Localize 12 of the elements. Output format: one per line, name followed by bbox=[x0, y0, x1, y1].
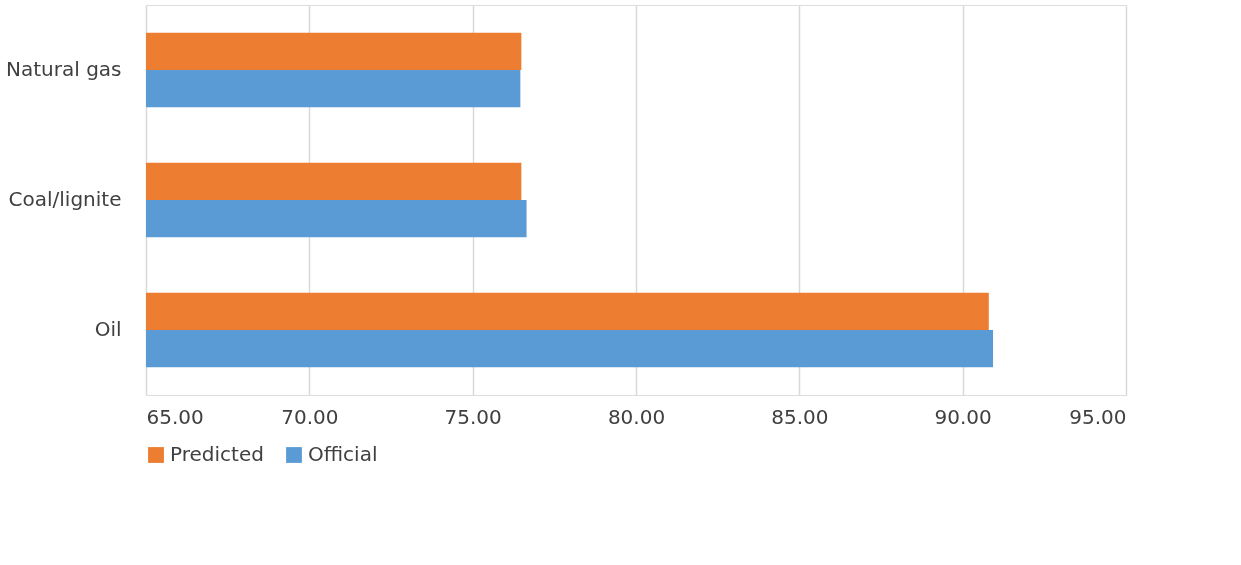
x-tick-label: 90.00 bbox=[934, 404, 992, 429]
y-tick-label: Coal/lignite bbox=[8, 187, 122, 211]
legend-label: Predicted bbox=[170, 442, 264, 466]
x-tick-label: 95.00 bbox=[1069, 404, 1127, 429]
y-tick-label: Natural gas bbox=[6, 57, 122, 81]
x-tick-label: 75.00 bbox=[444, 404, 502, 429]
x-tick-label: 65.00 bbox=[146, 404, 204, 429]
y-tick-label: Oil bbox=[94, 317, 122, 341]
x-tick-label: 70.00 bbox=[281, 404, 339, 429]
legend-label: Official bbox=[308, 442, 378, 466]
x-tick-label: 85.00 bbox=[771, 404, 829, 429]
x-tick-label: 80.00 bbox=[607, 404, 666, 429]
